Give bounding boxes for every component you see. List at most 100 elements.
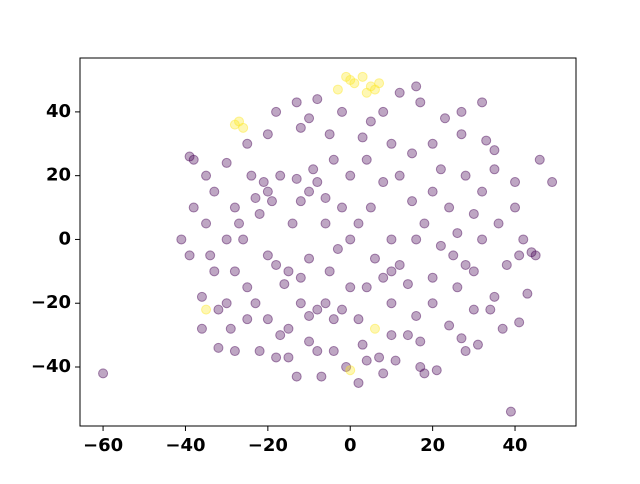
point (262, 186, 273, 197)
point (427, 272, 438, 283)
point (337, 106, 348, 117)
point (221, 298, 232, 309)
point (98, 368, 109, 379)
point (312, 346, 323, 357)
point (374, 78, 385, 89)
point (514, 317, 525, 328)
point (468, 266, 479, 277)
point (225, 323, 236, 334)
point (209, 266, 220, 277)
point (489, 145, 500, 156)
point (365, 81, 376, 92)
point (435, 240, 446, 251)
point (258, 177, 269, 188)
point (287, 218, 298, 229)
point (271, 106, 282, 117)
point (353, 377, 364, 388)
point (452, 282, 463, 293)
point (341, 362, 352, 373)
point (328, 154, 339, 165)
point (534, 154, 545, 165)
point (196, 323, 207, 334)
point (275, 330, 286, 341)
x-tick-label: 20 (420, 435, 445, 456)
y-tick-label: 20 (46, 165, 71, 186)
point (477, 186, 488, 197)
point (295, 298, 306, 309)
point (308, 164, 319, 175)
point (345, 75, 356, 86)
point (332, 84, 343, 95)
point (320, 218, 331, 229)
point (419, 368, 430, 379)
point (254, 208, 265, 219)
point (477, 234, 488, 245)
point (477, 97, 488, 108)
point (324, 266, 335, 277)
point (361, 282, 372, 293)
point (295, 196, 306, 207)
point (205, 250, 216, 261)
point (402, 330, 413, 341)
point (320, 298, 331, 309)
point (378, 106, 389, 117)
point (271, 259, 282, 270)
point (312, 177, 323, 188)
point (221, 234, 232, 245)
point (460, 259, 471, 270)
point (345, 282, 356, 293)
point (283, 323, 294, 334)
point (357, 71, 368, 82)
point (378, 272, 389, 283)
point (530, 250, 541, 261)
point (304, 253, 315, 264)
point (295, 272, 306, 283)
point (510, 177, 521, 188)
point (369, 84, 380, 95)
point (427, 138, 438, 149)
y-tick-label: −40 (31, 356, 71, 377)
point (510, 202, 521, 213)
point (201, 304, 212, 315)
point (266, 196, 277, 207)
point (271, 352, 282, 363)
point (419, 218, 430, 229)
point (242, 282, 253, 293)
point (262, 250, 273, 261)
point (242, 314, 253, 325)
point (415, 362, 426, 373)
point (369, 323, 380, 334)
point (345, 170, 356, 181)
point (394, 170, 405, 181)
point (304, 336, 315, 347)
point (229, 346, 240, 357)
point (304, 186, 315, 197)
point (407, 148, 418, 159)
y-tick-label: 0 (58, 228, 71, 249)
point (518, 234, 529, 245)
point (304, 113, 315, 124)
point (201, 170, 212, 181)
point (444, 320, 455, 331)
point (411, 234, 422, 245)
point (448, 250, 459, 261)
point (460, 346, 471, 357)
y-tick-label: −20 (31, 292, 71, 313)
point (312, 304, 323, 315)
plot-area (80, 58, 576, 426)
point (386, 298, 397, 309)
point (489, 291, 500, 302)
point (460, 170, 471, 181)
point (435, 164, 446, 175)
point (250, 298, 261, 309)
y-tick-label: 40 (46, 101, 71, 122)
point (357, 339, 368, 350)
point (386, 266, 397, 277)
point (386, 138, 397, 149)
point (262, 129, 273, 140)
point (415, 97, 426, 108)
point (411, 81, 422, 92)
point (501, 259, 512, 270)
point (316, 371, 327, 382)
point (213, 304, 224, 315)
